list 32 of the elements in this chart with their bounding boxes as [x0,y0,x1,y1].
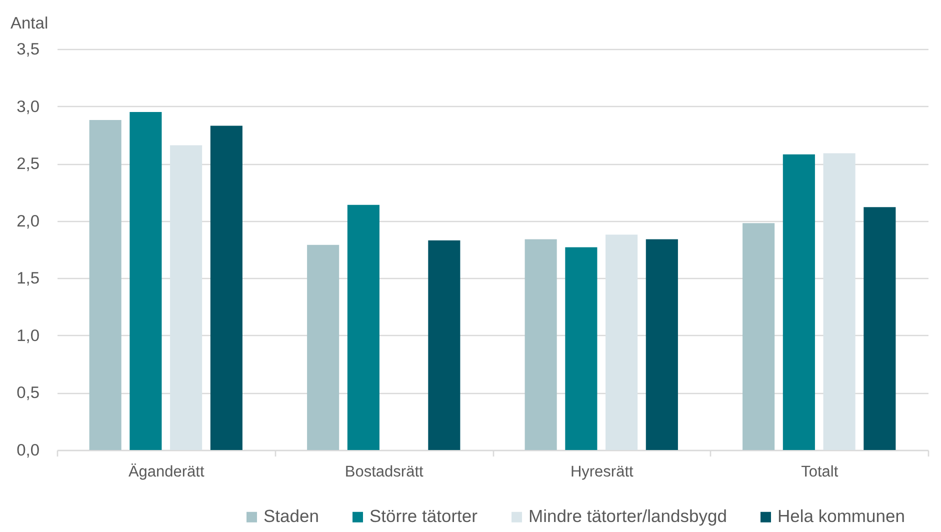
bar [170,145,202,450]
y-tick-label: 0,0 [16,442,40,460]
x-tick-label: Totalt [801,464,839,480]
y-tick-label: 0,5 [16,384,40,402]
bar [864,207,896,450]
legend-label: Hela kommunen [778,506,905,526]
x-tick-label: Äganderätt [128,464,205,480]
bar [210,126,242,450]
y-tick-label: 1,0 [16,326,40,345]
y-tick-label: 2,0 [16,212,40,230]
bar [524,239,557,450]
legend-label: Staden [264,506,319,526]
y-tick-label: 3,5 [16,40,40,58]
bar [89,120,122,450]
legend-label: Mindre tätorter/landsbygd [528,506,727,526]
y-tick-label: 2,5 [16,155,40,174]
x-tick-label: Bostadsrätt [344,464,424,480]
bar [782,154,815,450]
x-tick-label: Hyresrätt [570,464,634,480]
y-tick-label: 1,5 [16,270,40,288]
bar [428,240,460,450]
y-axis-title: Antal [10,14,48,32]
bar [347,204,380,450]
bar [130,112,162,450]
legend-label: Större tätorter [370,506,478,526]
bar [565,247,598,450]
bar [606,234,638,450]
bar [823,153,856,450]
bar [307,244,340,450]
bar [742,223,775,450]
y-tick-label: 3,0 [16,98,40,116]
bar [646,239,678,450]
